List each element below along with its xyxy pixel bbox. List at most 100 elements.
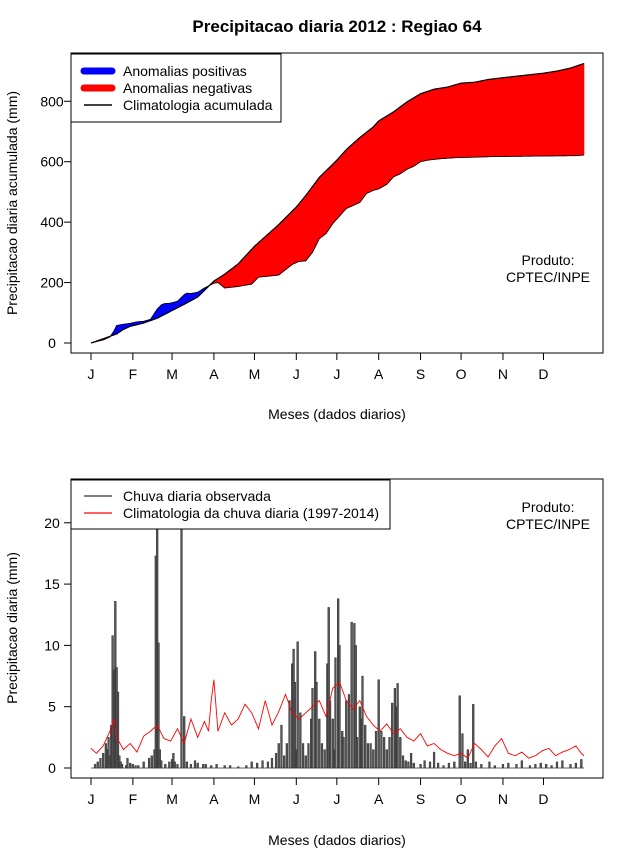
daily-rain-bar (193, 760, 197, 769)
bottom-x-tick-label: J (293, 791, 300, 807)
climatology-cumulative-line (90, 62, 585, 344)
daily-chart: 0 5 10 15 20 J F M A M J J A S O N D Meses (dados diari… (4, 478, 604, 848)
daily-rain-bar (355, 737, 359, 769)
bottom-x-tick-label: F (129, 791, 138, 807)
daily-rain-bar (280, 724, 283, 769)
daily-rain-bar (250, 761, 253, 769)
legend-label-climatology: Climatologia acumulada (123, 97, 273, 113)
daily-rain-bar (229, 765, 232, 769)
daily-rain-bar (480, 764, 483, 769)
legend-label-negative: Anomalias negativas (123, 80, 252, 96)
daily-rain-bar (391, 702, 394, 769)
daily-rain-bar (270, 757, 274, 769)
daily-rain-bar (396, 683, 399, 769)
bottom-x-tick-label: S (416, 791, 425, 807)
bottom-x-tick-label: D (538, 791, 548, 807)
daily-rain-bar (569, 764, 572, 769)
daily-rain-bar (168, 761, 171, 769)
daily-rain-bar (401, 755, 405, 769)
daily-rain-bar (210, 765, 213, 769)
daily-rain-bar (345, 700, 348, 769)
daily-rain-bar (215, 764, 218, 769)
bottom-x-tick-label: M (249, 791, 261, 807)
bottom-y-tick-label: 5 (48, 699, 56, 715)
daily-rain-bar (364, 724, 367, 769)
top-product-source: CPTEC/INPE (506, 269, 590, 285)
daily-climatology-line (90, 679, 585, 759)
daily-rain-bar (173, 761, 176, 769)
bottom-x-tick-label: M (166, 791, 178, 807)
daily-rain-bar (134, 765, 137, 769)
top-y-tick-label: 800 (40, 93, 64, 109)
daily-rain-bar (528, 765, 532, 769)
bottom-x-tick-label: J (333, 791, 340, 807)
daily-rain-bar (334, 657, 337, 769)
daily-rain-bar (204, 764, 207, 769)
top-x-tick-label: D (538, 366, 548, 382)
observed-cumulative-line (90, 154, 585, 344)
daily-rain-bar (116, 691, 120, 769)
top-y-tick-label: 0 (48, 335, 56, 351)
daily-rain-bar (311, 688, 314, 769)
daily-rain-bar (419, 764, 422, 769)
bottom-x-tick-label: N (498, 791, 508, 807)
daily-rain-bar (315, 681, 318, 769)
daily-rain-bar (99, 757, 102, 769)
top-y-tick-label: 400 (40, 214, 64, 230)
daily-rain-bar (347, 694, 351, 769)
daily-rain-bar (277, 743, 280, 769)
daily-rain-bar (157, 642, 160, 769)
daily-rain-bar (328, 700, 332, 769)
bottom-legend-box (70, 479, 391, 530)
daily-rain-bar (202, 764, 205, 769)
daily-rain-bar (304, 755, 307, 769)
daily-rain-bar (131, 764, 134, 769)
daily-rain-bar (412, 762, 415, 769)
bottom-y-tick-label: 0 (48, 760, 56, 776)
top-product-label: Produto: (522, 252, 575, 268)
daily-rain-bar (466, 749, 469, 769)
daily-rain-bar (150, 755, 153, 769)
daily-rain-bar (350, 621, 353, 769)
daily-rain-bar (555, 761, 559, 769)
daily-rain-bar (380, 731, 383, 769)
daily-rain-bar (261, 760, 264, 769)
daily-rain-bar (331, 718, 334, 769)
daily-rain-bar (327, 607, 330, 769)
daily-rain-bar (102, 753, 105, 769)
daily-rain-bar (574, 762, 577, 769)
daily-rain-bar (469, 762, 472, 769)
daily-rain-bar (307, 743, 310, 769)
top-y-axis: 0 200 400 600 800 (40, 93, 72, 351)
daily-rain-bar (180, 504, 183, 769)
daily-rain-bar (472, 704, 475, 769)
daily-rain-bar (274, 753, 278, 769)
daily-rain-bar (366, 743, 369, 769)
daily-rain-bar (453, 761, 456, 769)
daily-rain-bar (447, 762, 451, 769)
daily-rain-bar (283, 755, 286, 769)
daily-rain-bar (160, 760, 163, 769)
daily-rain-bar (147, 757, 151, 769)
daily-rain-bar (120, 764, 124, 769)
bottom-legend: Chuva diaria observada Climatologia da c… (70, 479, 391, 530)
daily-rain-bar (129, 762, 132, 769)
daily-rain-bar (399, 737, 402, 769)
top-x-tick-label: J (333, 366, 340, 382)
bottom-x-tick-label: O (456, 791, 467, 807)
daily-rain-bar (176, 764, 179, 769)
daily-rain-bar (501, 764, 505, 769)
daily-rain-bar (388, 737, 391, 769)
daily-rain-bar (437, 762, 440, 769)
daily-rain-bar (323, 749, 326, 769)
daily-rain-bar (385, 749, 388, 769)
daily-rain-bar (428, 761, 432, 769)
daily-rain-bar (423, 760, 426, 769)
daily-rain-bar (369, 743, 372, 769)
daily-rain-bar (383, 737, 386, 769)
daily-rain-bar (288, 700, 291, 769)
daily-rain-bar (285, 743, 288, 769)
